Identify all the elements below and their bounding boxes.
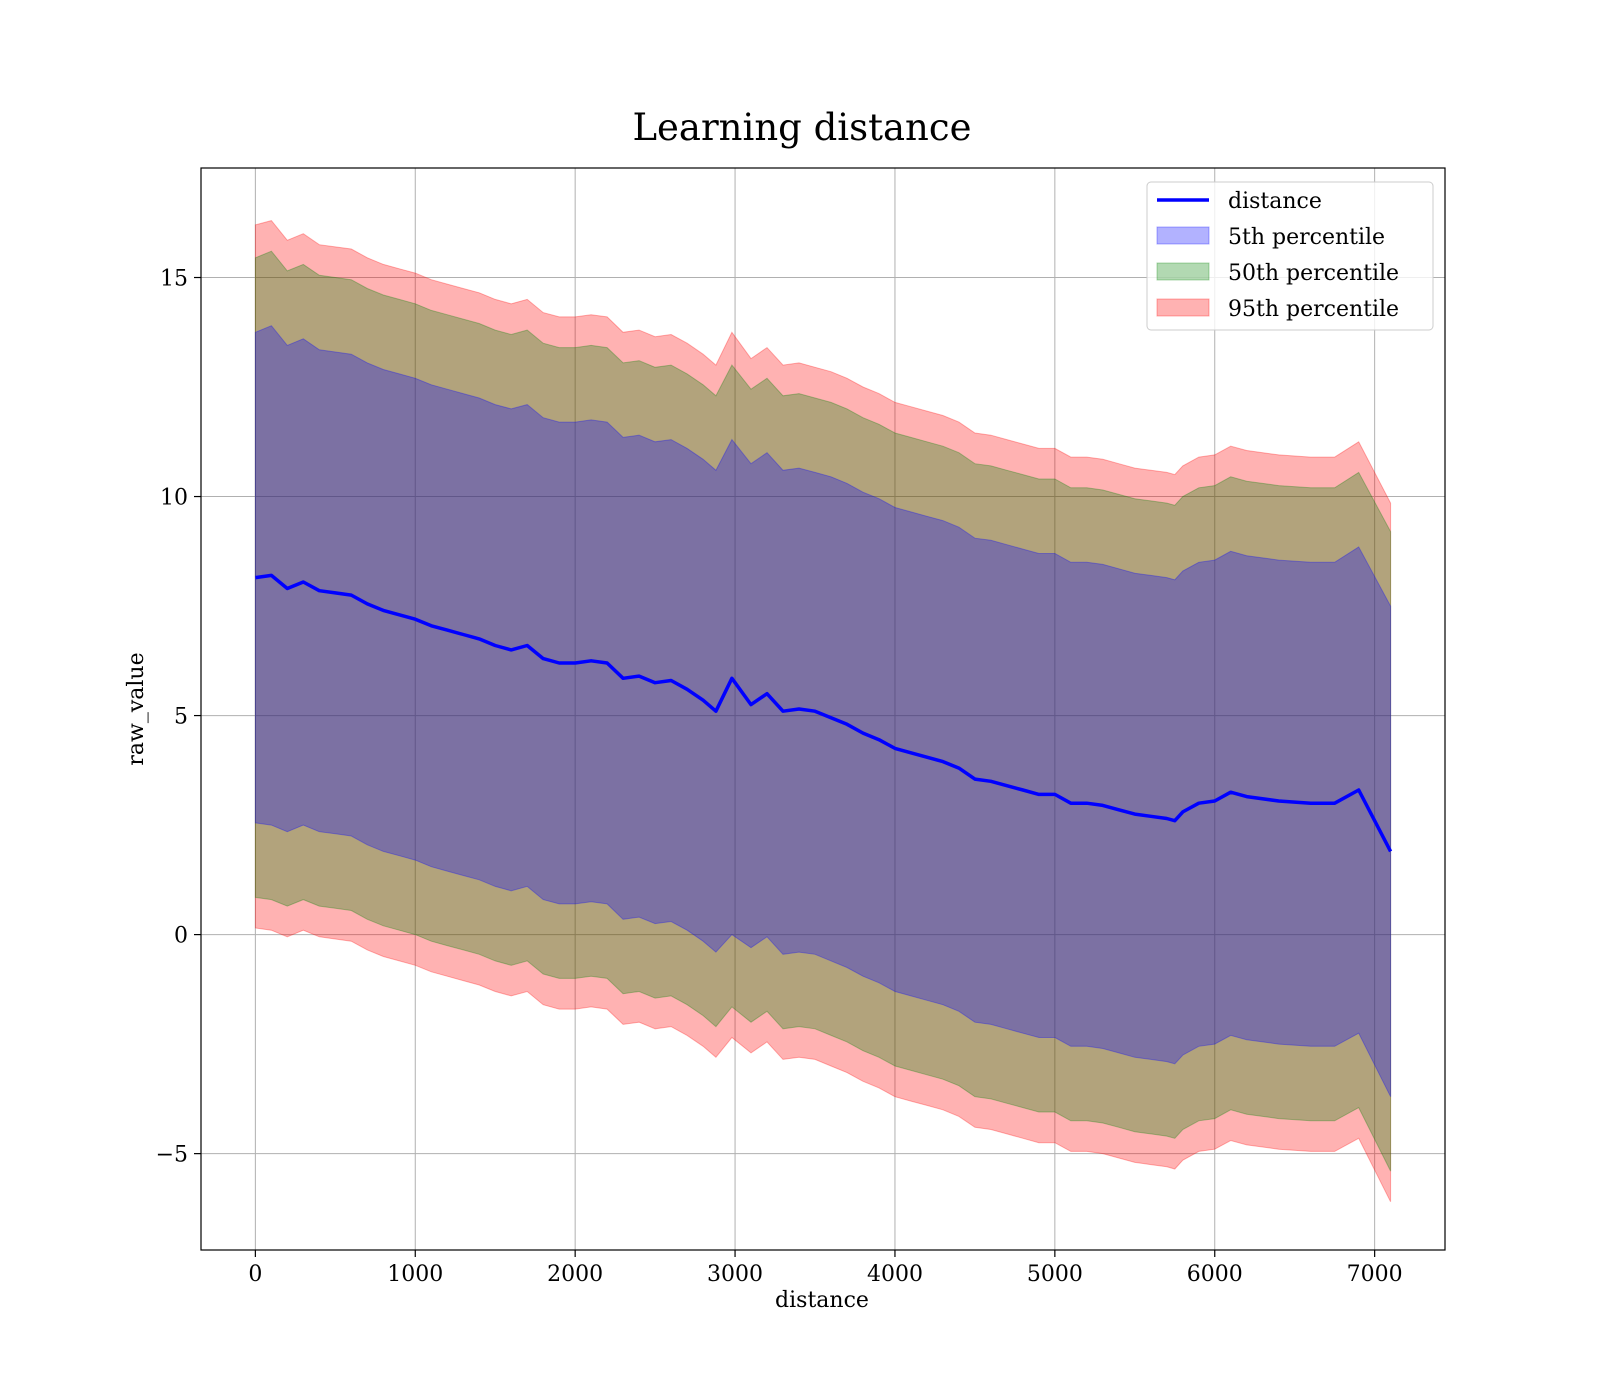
- legend-swatch-50th: [1156, 262, 1210, 281]
- x-tick-label: 4000: [867, 1262, 923, 1287]
- legend: distance 5th percentile 50th percentile …: [1146, 181, 1434, 331]
- x-tick-label: 7000: [1347, 1262, 1403, 1287]
- x-tick-label: 5000: [1027, 1262, 1083, 1287]
- x-tick-label: 1000: [387, 1262, 443, 1287]
- legend-label-5th: 5th percentile: [1228, 225, 1385, 250]
- y-axis-label: raw_value: [124, 652, 149, 765]
- legend-label-distance: distance: [1228, 189, 1322, 214]
- y-tick-label: 10: [160, 486, 188, 511]
- legend-label-50th: 50th percentile: [1228, 261, 1399, 286]
- y-tick-label: 5: [174, 705, 188, 730]
- band-95th-percentile: [254, 220, 1392, 1203]
- legend-swatch-95th: [1156, 298, 1210, 317]
- x-tick-label: 2000: [547, 1262, 603, 1287]
- plot-frame: [200, 167, 1446, 1251]
- x-axis: 0 1000 2000 3000 4000 5000 6000 7000: [248, 1250, 1403, 1287]
- series-line-distance: [255, 573, 1393, 853]
- x-tick-label: 6000: [1187, 1262, 1243, 1287]
- chart-title: Learning distance: [632, 106, 971, 149]
- bands: [254, 220, 1392, 1203]
- y-tick-label: 15: [160, 267, 188, 292]
- y-axis: −5 0 5 10 15: [156, 267, 201, 1168]
- series-lines: [255, 573, 1393, 853]
- band-5th-percentile: [254, 325, 1392, 1097]
- legend-swatch-5th: [1156, 226, 1210, 245]
- y-tick-label: 0: [174, 924, 188, 949]
- x-tick-label: 0: [248, 1262, 262, 1287]
- legend-box: [1146, 181, 1434, 331]
- y-tick-label: −5: [156, 1143, 188, 1168]
- band-50th-percentile: [254, 250, 1392, 1172]
- legend-label-95th: 95th percentile: [1228, 297, 1399, 322]
- x-axis-label: distance: [775, 1288, 869, 1313]
- x-tick-label: 3000: [707, 1262, 763, 1287]
